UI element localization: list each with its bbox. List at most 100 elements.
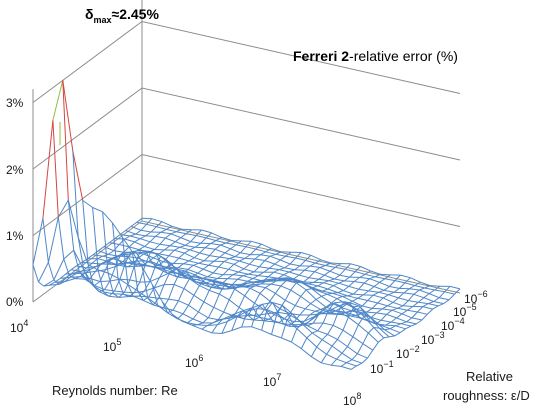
surface-segment <box>444 286 451 293</box>
surface-segment <box>423 297 434 302</box>
surface-segment <box>417 297 425 303</box>
surface-segment <box>82 200 89 265</box>
surface-segment <box>322 322 334 326</box>
surface-segment <box>258 260 266 268</box>
surface-segment <box>81 258 88 263</box>
surface-segment <box>336 358 347 364</box>
surface-segment <box>240 246 247 254</box>
surface-segment <box>265 283 272 289</box>
surface-segment <box>326 293 338 300</box>
surface-segment <box>316 339 323 348</box>
surface-segment <box>303 316 315 322</box>
surface-segment <box>183 263 194 266</box>
surface-segment <box>189 246 196 251</box>
surface-segment <box>168 298 179 302</box>
surface-segment <box>150 226 157 233</box>
surface-segment <box>92 207 99 271</box>
surface-segment <box>314 271 325 276</box>
surface-segment <box>403 292 414 295</box>
surface-segment <box>218 284 226 295</box>
surface-segment <box>165 233 172 239</box>
z-tick-label-3: 3% <box>6 96 24 110</box>
surface-segment <box>318 274 325 280</box>
surface-segment <box>402 305 413 307</box>
surface-segment <box>210 243 221 246</box>
surface-segment <box>384 278 395 282</box>
surface-segment <box>159 237 166 245</box>
surface-segment <box>219 293 230 301</box>
surface-segment <box>424 285 431 289</box>
surface-segment <box>129 246 140 251</box>
surface-segment <box>171 270 178 278</box>
surface-segment <box>336 295 343 300</box>
surface-segment <box>191 324 198 326</box>
surface-segment <box>178 257 189 262</box>
surface-segment <box>242 275 254 279</box>
surface-segment <box>62 80 74 151</box>
surface-segment <box>326 292 333 295</box>
surface-segment <box>367 332 379 343</box>
surface-segment <box>315 299 327 308</box>
surface-segment <box>64 278 75 283</box>
delta-max-subscript: max <box>94 15 112 25</box>
surface-segment <box>332 311 339 326</box>
surface-segment <box>385 321 392 326</box>
surface-segment <box>293 274 300 280</box>
surface-segment <box>335 263 342 268</box>
surface-segment <box>146 218 153 225</box>
surface-segment <box>97 258 108 262</box>
surface-segment <box>196 235 207 239</box>
surface-segment <box>220 281 231 285</box>
surface-segment <box>333 301 344 304</box>
surface-segment <box>187 264 194 270</box>
surface-segment <box>417 311 428 315</box>
surface-segment <box>332 292 343 297</box>
surface-segment <box>366 349 374 359</box>
surface-segment <box>364 313 371 322</box>
surface-mesh <box>32 80 461 370</box>
z-tick-label-0: 0% <box>6 295 24 309</box>
surface-segment <box>296 323 303 329</box>
surface-segment <box>339 268 346 276</box>
surface-segment <box>217 274 224 279</box>
surface-segment <box>288 321 295 327</box>
surface-segment <box>170 233 181 239</box>
surface-segment <box>178 252 185 259</box>
surface-segment <box>53 258 65 281</box>
surface-segment <box>72 150 84 201</box>
surface-segment <box>64 276 71 282</box>
surface-segment <box>108 295 119 298</box>
surface-segment <box>119 263 126 280</box>
surface-segment <box>215 240 227 244</box>
surface-segment <box>227 315 238 323</box>
surface-segment <box>139 235 146 240</box>
surface-segment <box>114 234 121 239</box>
surface-segment <box>339 274 350 278</box>
surface-segment <box>73 250 80 272</box>
surface-segment <box>245 246 256 250</box>
surface-segment <box>302 323 308 327</box>
surface-segment <box>345 268 356 273</box>
surface-segment <box>344 280 355 282</box>
surface-segment <box>329 310 336 315</box>
surface-segment <box>366 307 373 313</box>
surface-segment <box>90 265 97 270</box>
surface-segment <box>218 261 225 268</box>
surface-segment <box>348 285 359 290</box>
surface-segment <box>380 273 391 276</box>
surface-segment <box>259 266 270 269</box>
surface-segment <box>154 243 161 250</box>
surface-segment <box>191 324 203 330</box>
surface-segment <box>87 254 94 260</box>
surface-segment <box>417 306 424 313</box>
surface-segment <box>356 343 364 355</box>
surface-segment <box>293 324 299 328</box>
surface-segment <box>363 316 375 328</box>
surface-segment <box>305 259 316 264</box>
surface-segment <box>260 280 267 285</box>
surface-segment <box>429 293 440 299</box>
surface-segment <box>119 230 126 235</box>
surface-segment <box>264 255 271 261</box>
surface-segment <box>228 263 235 270</box>
